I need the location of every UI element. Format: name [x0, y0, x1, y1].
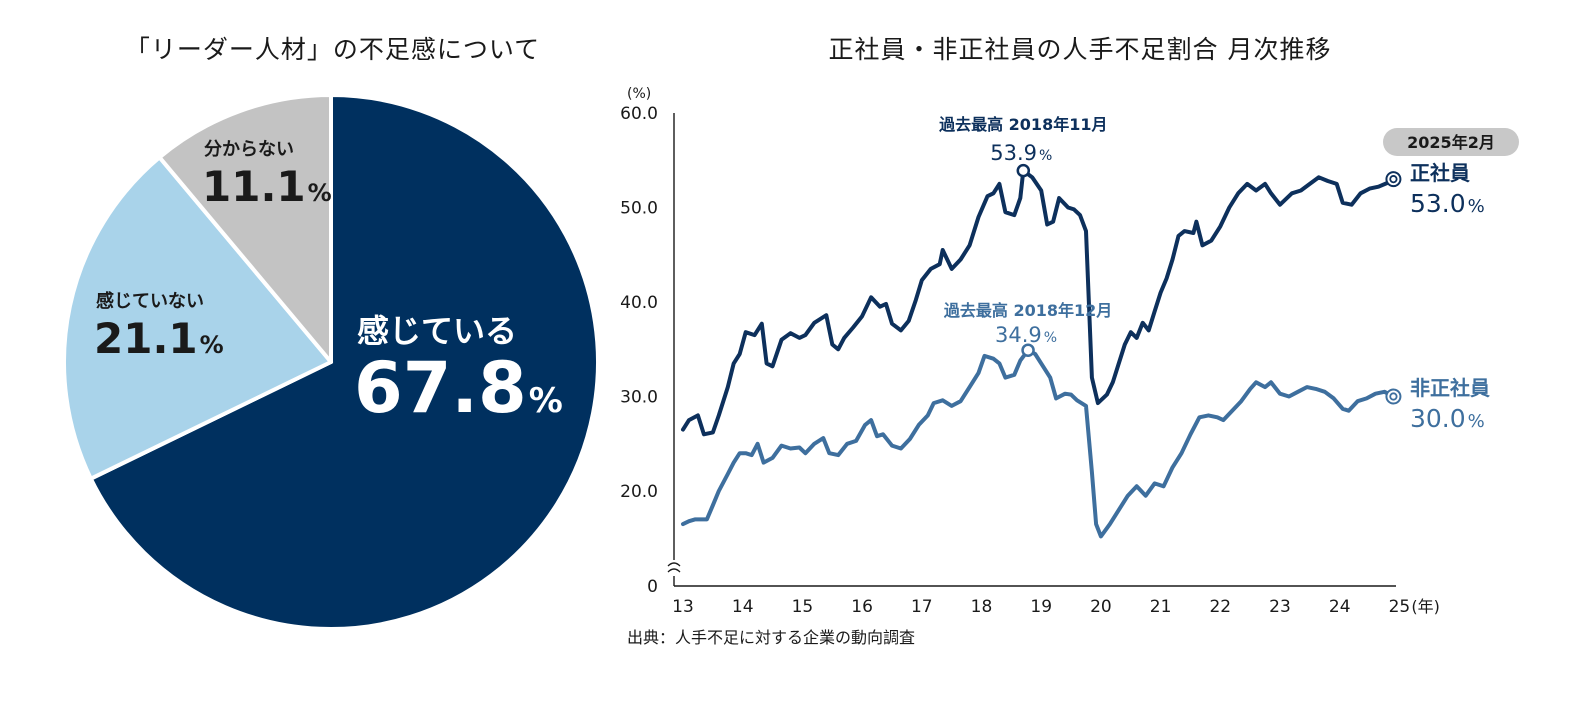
- peak-label: 過去最高 2018年12月: [943, 301, 1112, 320]
- series-line: [681, 348, 1396, 539]
- pie-slice-value: 21.1%: [94, 314, 224, 363]
- y-tick-label: 30.0: [620, 388, 658, 408]
- pie-slice-label: 分からない: [204, 139, 294, 160]
- x-tick-label: 13: [672, 597, 694, 617]
- x-tick-label: 18: [971, 597, 993, 617]
- x-tick-label: 25: [1389, 597, 1411, 617]
- y-tick-label: 20.0: [620, 482, 658, 502]
- pie-slice-value: 67.8%: [354, 347, 563, 429]
- pie-slice-label: 感じていない: [96, 290, 204, 312]
- peak-value: 53.9%: [990, 141, 1052, 165]
- y-axis-unit: (%): [627, 86, 651, 102]
- x-tick-label: 24: [1329, 597, 1351, 617]
- series-end-name: 非正社員: [1410, 376, 1490, 400]
- axis-break-mark: [667, 562, 681, 567]
- chart-source-note: 出典：人手不足に対する企業の動向調査: [627, 628, 916, 647]
- end-marker-inner: [1389, 175, 1398, 184]
- y-tick-label: 60.0: [620, 104, 658, 124]
- x-tick-label: 14: [732, 597, 754, 617]
- series-line: [681, 168, 1396, 437]
- axis-break-mark: [667, 568, 681, 573]
- end-marker-inner: [1389, 392, 1398, 401]
- pie-chart-title: 「リーダー人材」の不足感について: [124, 35, 541, 64]
- y-tick-label: 40.0: [620, 293, 658, 313]
- pie-slice: [157, 93, 333, 364]
- x-tick-label: 19: [1030, 597, 1052, 617]
- x-tick-label: 15: [792, 597, 814, 617]
- y-tick-label: 50.0: [620, 199, 658, 219]
- pie-slice: [88, 93, 600, 631]
- end-date-badge: [1383, 128, 1519, 156]
- peak-label: 過去最高 2018年11月: [938, 115, 1107, 134]
- y-tick-label: 0: [647, 577, 658, 597]
- peak-value: 34.9%: [995, 323, 1057, 347]
- x-tick-label: 16: [851, 597, 873, 617]
- x-tick-label: 21: [1150, 597, 1172, 617]
- x-tick-label: 22: [1209, 597, 1231, 617]
- end-date-badge-label: 2025年2月: [1407, 133, 1495, 152]
- pie-slice-value: 11.1%: [202, 162, 332, 211]
- pie-slice-label: 感じている: [357, 312, 517, 350]
- pie-slice: [62, 155, 333, 481]
- series-end-value: 30.0%: [1410, 404, 1485, 433]
- series-end-name: 正社員: [1410, 161, 1470, 185]
- peak-marker: [1016, 163, 1031, 178]
- x-tick-label: 20: [1090, 597, 1112, 617]
- x-tick-label: 23: [1269, 597, 1291, 617]
- peak-marker: [1021, 343, 1035, 357]
- x-tick-label: 17: [911, 597, 933, 617]
- line-chart-title: 正社員・非正社員の人手不足割合 月次推移: [828, 35, 1332, 64]
- series-end-value: 53.0%: [1410, 189, 1485, 218]
- x-axis-unit: (年): [1411, 597, 1440, 616]
